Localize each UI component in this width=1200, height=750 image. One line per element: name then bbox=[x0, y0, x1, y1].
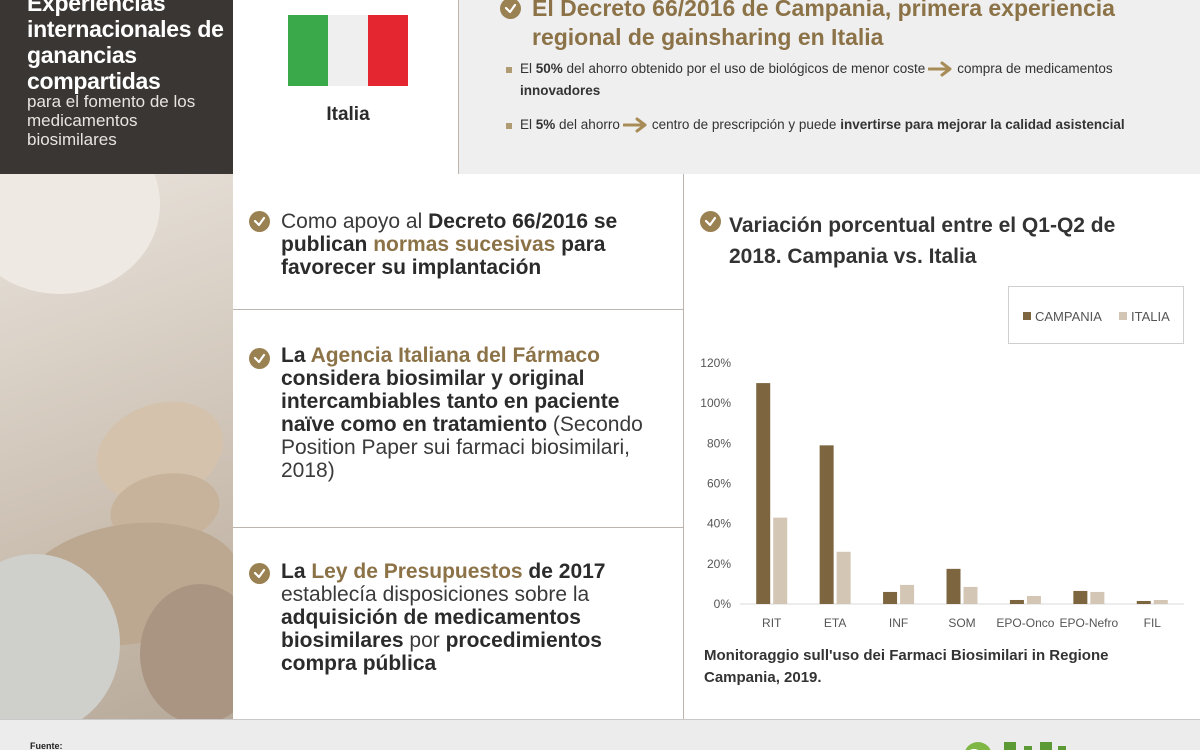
bar-italia-som bbox=[963, 586, 978, 604]
footer-bar bbox=[0, 719, 1200, 750]
bar-italia-rit bbox=[773, 517, 788, 604]
bar-campania-inf bbox=[883, 591, 898, 604]
bullet-percent: 5% bbox=[535, 117, 556, 132]
x-tick-label: EPO-Nefro bbox=[1060, 616, 1119, 630]
text-run-bold: de 2017 bbox=[522, 560, 606, 583]
y-tick-label: 120% bbox=[700, 356, 731, 370]
bullet-text: del ahorro obtenido por el uso de biológ… bbox=[562, 61, 926, 76]
bar-italia-fil bbox=[1153, 599, 1168, 604]
check-circle-icon bbox=[249, 563, 270, 584]
arrow-right-icon bbox=[622, 117, 647, 133]
bar-chart: 0% 20% 40% 60% 80% 100% 120% RIT ETA INF SOM EPO-On… bbox=[700, 356, 1184, 630]
legend-label: CAMPANIA bbox=[1035, 309, 1102, 324]
x-tick-label: SOM bbox=[948, 616, 975, 630]
legend-swatch bbox=[1023, 312, 1031, 320]
bullet-bold-text: innovadores bbox=[520, 83, 601, 98]
bullet-icon bbox=[506, 123, 512, 129]
bar-italia-epo-nefro bbox=[1090, 591, 1105, 604]
bullet-text: El bbox=[520, 117, 536, 132]
bar-campania-rit bbox=[756, 383, 771, 604]
text-run-highlight: normas sucesivas bbox=[373, 233, 556, 256]
header-title: Experiencias internacionales de ganancia… bbox=[27, 0, 224, 94]
text-run: (Secondo Position Paper sui farmaci bios… bbox=[281, 413, 643, 482]
text-run: Como apoyo al bbox=[281, 210, 429, 233]
bar-campania-epo-onco bbox=[1009, 599, 1024, 604]
check-circle-icon bbox=[500, 0, 521, 19]
bar-campania-epo-nefro bbox=[1073, 590, 1088, 604]
x-tick-label: INF bbox=[889, 616, 908, 630]
info-block-3: La Ley de Presupuestos de 2017 establecí… bbox=[281, 560, 676, 675]
y-tick-label: 60% bbox=[707, 477, 731, 491]
x-tick-label: EPO-Onco bbox=[996, 616, 1054, 630]
text-run-bold: se publican bbox=[281, 210, 618, 256]
x-tick-label: RIT bbox=[762, 616, 782, 630]
legend-label: ITALIA bbox=[1131, 309, 1170, 324]
chart-source: Monitoraggio sull'uso dei Farmaci Biosim… bbox=[704, 647, 1109, 686]
bullet-percent: 50% bbox=[535, 61, 563, 76]
y-tick-label: 80% bbox=[707, 436, 731, 450]
x-tick-label: ETA bbox=[824, 616, 846, 630]
y-tick-label: 0% bbox=[714, 597, 732, 611]
arrow-right-icon bbox=[928, 61, 952, 77]
bar-campania-eta bbox=[819, 445, 834, 604]
footer-label: Fuente: bbox=[30, 741, 63, 750]
flag-stripe-red bbox=[368, 15, 408, 86]
info-block-1: Como apoyo al Decreto 66/2016 se publica… bbox=[281, 210, 676, 279]
flag-stripe-green bbox=[288, 15, 328, 86]
bullet-bold-text: invertirse para mejorar la calidad asist… bbox=[840, 117, 1125, 132]
check-circle-icon bbox=[249, 211, 270, 232]
chart-legend: CAMPANIA ITALIA bbox=[1008, 286, 1184, 344]
bar-italia-eta bbox=[836, 551, 851, 604]
divider bbox=[233, 527, 684, 528]
check-circle-icon bbox=[700, 211, 721, 232]
hands-photo bbox=[0, 174, 233, 719]
flag-stripe-white bbox=[328, 15, 368, 86]
header-panel: Experiencias internacionales de ganancia… bbox=[0, 0, 233, 174]
header-subtitle: para el fomento de los medicamentos bios… bbox=[27, 92, 196, 149]
bar-italia-epo-onco bbox=[1026, 595, 1041, 604]
bar-italia-inf bbox=[900, 584, 915, 604]
italy-flag-icon bbox=[288, 15, 408, 86]
info-block-2: La Agencia Italiana del Fármaco consider… bbox=[281, 344, 676, 482]
bullet-text: del ahorro bbox=[555, 117, 620, 132]
legend-swatch bbox=[1119, 312, 1127, 320]
y-tick-label: 40% bbox=[707, 517, 731, 531]
bar-campania-som bbox=[946, 568, 961, 604]
bullet-text: centro de prescripción y puede bbox=[651, 117, 841, 132]
decree-bullet-1: El 50% del ahorro obtenido por el uso de… bbox=[520, 58, 1180, 102]
text-run-bold: adquisición de medicamentos biosimilares bbox=[281, 606, 581, 652]
country-name: Italia bbox=[326, 104, 370, 125]
decree-panel bbox=[459, 0, 1200, 174]
bullet-text: compra de medicamentos bbox=[957, 61, 1113, 76]
text-run-bold: La bbox=[281, 344, 311, 367]
text-run-bold: La bbox=[281, 560, 312, 583]
y-tick-label: 20% bbox=[707, 557, 731, 571]
text-run-bold: procedimientos compra pública bbox=[281, 629, 602, 675]
text-run: establecía disposiciones sobre la bbox=[281, 583, 590, 606]
bullet-icon bbox=[506, 67, 512, 73]
decree-bullet-2: El 5% del ahorro centro de prescripción y… bbox=[520, 114, 1180, 136]
text-run-bold: para favorecer su implantación bbox=[281, 233, 606, 279]
chart-title: Variación porcentual entre el Q1-Q2 de 2… bbox=[729, 214, 1116, 268]
text-run-bold: considera biosimilar y original intercam… bbox=[281, 367, 620, 436]
x-tick-label: FIL bbox=[1144, 616, 1162, 630]
text-run-highlight: Agencia Italiana del Fármaco bbox=[310, 344, 600, 367]
decree-title: El Decreto 66/2016 de Campania, primera … bbox=[532, 0, 1115, 50]
bullet-text: El bbox=[520, 61, 536, 76]
biosim-logo-icon bbox=[965, 742, 1066, 750]
text-run: por bbox=[403, 629, 446, 652]
bar-campania-fil bbox=[1136, 600, 1151, 604]
text-run-highlight: Ley de Presupuestos bbox=[311, 560, 523, 583]
text-run-bold: Decreto 66/2016 bbox=[428, 210, 589, 233]
info-column bbox=[233, 174, 684, 719]
divider bbox=[233, 309, 684, 310]
check-circle-icon bbox=[249, 348, 270, 369]
y-tick-label: 100% bbox=[700, 396, 731, 410]
